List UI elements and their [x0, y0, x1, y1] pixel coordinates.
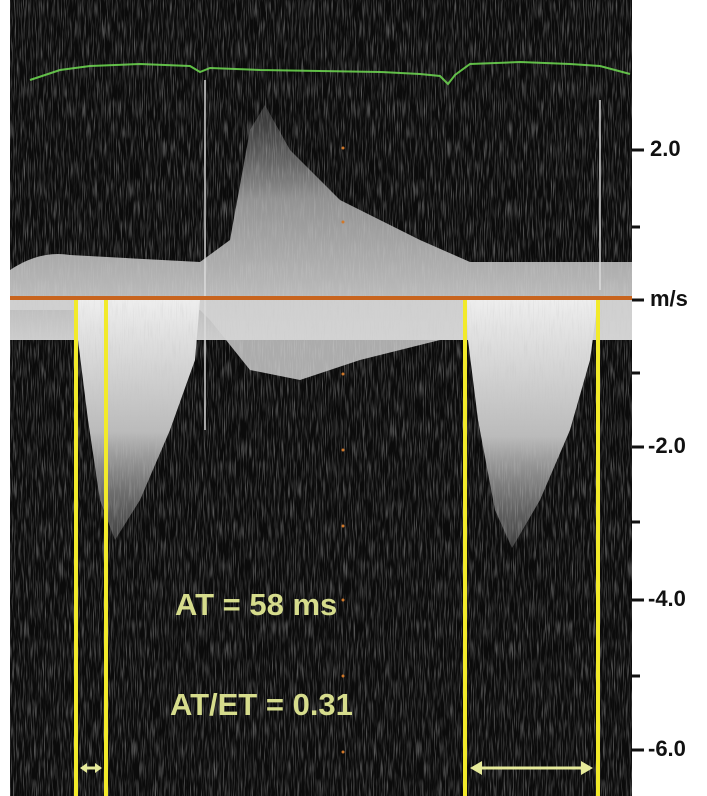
- annotation: AT/ET = 0.31: [170, 687, 353, 722]
- doppler-view: AT = 58 ms AT/ET = 0.31 2.0 m/s -2.0 -4.…: [0, 0, 707, 796]
- scale-label: -2.0: [648, 433, 686, 458]
- scale-unit: m/s: [650, 286, 688, 311]
- scale-label: -6.0: [648, 736, 686, 761]
- speckle-overlay: [10, 0, 632, 796]
- scale-ticks: [632, 150, 644, 750]
- annotation: AT = 58 ms: [175, 587, 337, 622]
- page: AT = 58 ms AT/ET = 0.31 2.0 m/s -2.0 -4.…: [0, 0, 707, 796]
- scale-label: 2.0: [650, 136, 681, 161]
- scale-label: -4.0: [648, 586, 686, 611]
